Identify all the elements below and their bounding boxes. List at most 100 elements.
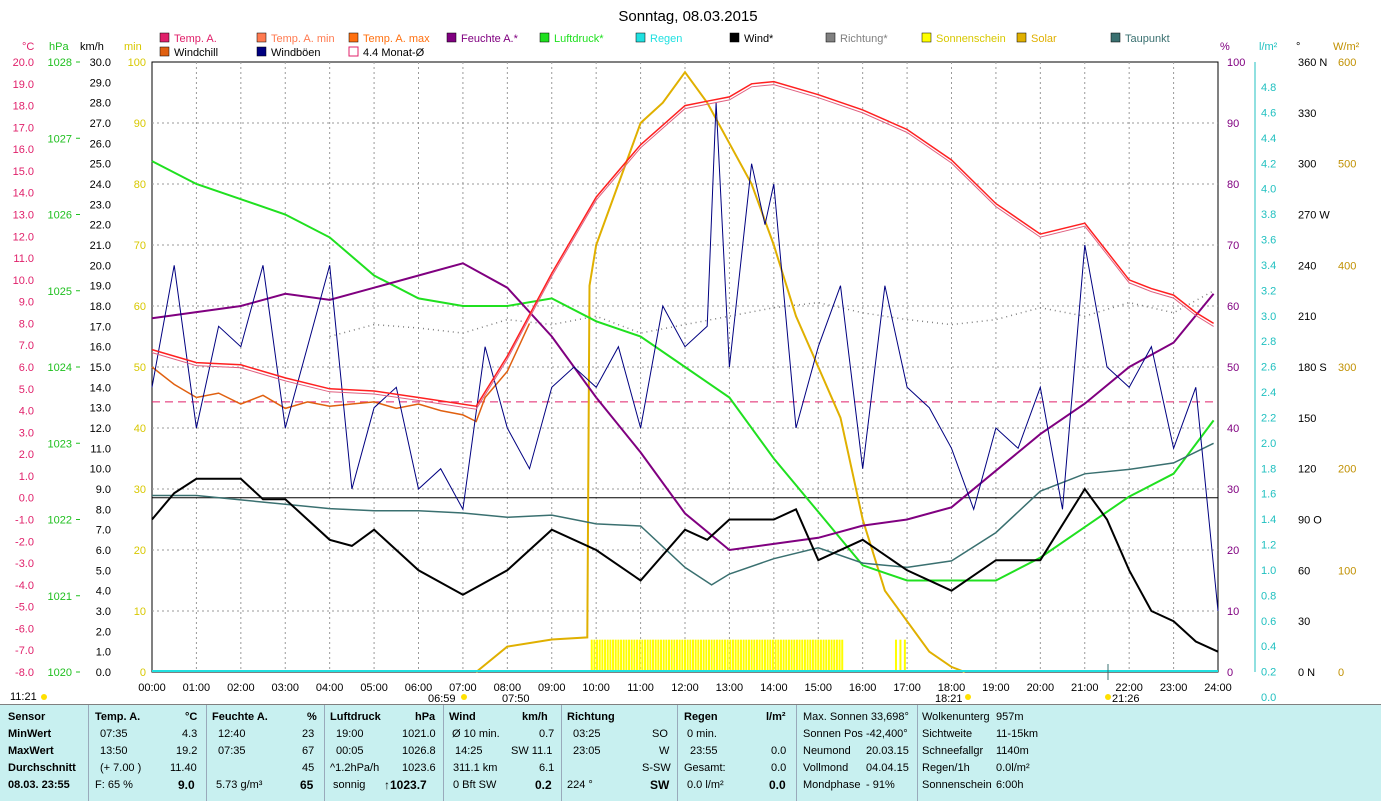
tick-kmh: 13.0 — [90, 403, 111, 415]
tick-kmh: 16.0 — [90, 342, 111, 354]
tick-kmh: 5.0 — [96, 565, 111, 577]
astro-label: Vollmond — [803, 762, 849, 774]
tick-deg: 210 — [1298, 311, 1316, 323]
tick-temp: 17.0 — [13, 122, 34, 134]
misc-label: Wolkenunterg — [922, 711, 990, 723]
tick-deg: 30 — [1298, 616, 1310, 628]
humidity-now-value: 65 — [300, 778, 314, 792]
series-windchill — [151, 323, 531, 423]
tick-pct: 0 — [1227, 667, 1233, 679]
tick-temp: 16.0 — [13, 144, 34, 156]
legend-label: Windchill — [174, 47, 218, 59]
legend-label: Temp. A. — [174, 33, 217, 45]
legend-swatch — [348, 46, 359, 57]
tick-temp: 2.0 — [19, 449, 34, 461]
wind-avg10-label: Ø 10 min. — [452, 728, 500, 740]
temp-now-humidity: F: 65 % — [95, 779, 133, 791]
statistics-panel: Sensor MinWert MaxWert Durchschnitt 08.0… — [0, 704, 1381, 801]
temp-max-value: 19.2 — [176, 745, 198, 757]
tick-wm2: 500 — [1338, 159, 1356, 171]
tick-rain: 0.8 — [1261, 590, 1276, 602]
tick-rain: 1.6 — [1261, 489, 1276, 501]
tick-time: 04:00 — [316, 682, 344, 694]
tick-deg: 90 O — [1298, 515, 1322, 527]
legend-label: Temp. A. max — [363, 33, 430, 45]
wind-max-value: SW 11.1 — [511, 745, 553, 757]
misc-value: 11-15km — [996, 728, 1038, 740]
tick-hpa: 1028 — [48, 57, 72, 69]
tick-temp: 19.0 — [13, 79, 34, 91]
tick-rain: 4.6 — [1261, 107, 1276, 119]
axis-header-wm2: W/m² — [1333, 41, 1360, 53]
axis-header-min: min — [124, 41, 142, 53]
tick-time: 14:00 — [760, 682, 788, 694]
tick-deg: 330 — [1298, 108, 1316, 120]
tick-kmh: 0.0 — [96, 667, 111, 679]
tick-pct: 40 — [1227, 423, 1239, 435]
tick-pct: 70 — [1227, 240, 1239, 252]
tick-deg: 180 S — [1298, 362, 1327, 374]
misc-value: 957m — [996, 711, 1024, 723]
tick-pct: 90 — [1227, 118, 1239, 130]
pressure-unit: hPa — [415, 711, 436, 723]
row-max-label: MaxWert — [8, 745, 54, 757]
rain-header: Regen — [684, 711, 718, 723]
tick-hpa: 1023 — [48, 438, 72, 450]
humidity-now-abs: 5.73 g/m³ — [216, 779, 263, 791]
tick-min: 80 — [134, 179, 146, 191]
legend-label: Windböen — [271, 47, 321, 59]
tick-temp: -7.0 — [15, 645, 34, 657]
tick-time: 18:00 — [938, 682, 966, 694]
humidity-max-time: 07:35 — [218, 745, 246, 757]
direction-degrees: 224 ° — [567, 779, 593, 791]
wind-max-time: 14:25 — [455, 745, 483, 757]
tick-min: 50 — [134, 362, 146, 374]
tick-rain: 3.4 — [1261, 260, 1276, 272]
tick-time: 05:00 — [360, 682, 388, 694]
rain-r2-value: 0.0 — [771, 745, 787, 757]
rain-unit: l/m² — [766, 711, 786, 723]
tick-deg: 270 W — [1298, 210, 1330, 222]
legend-swatch — [539, 32, 550, 43]
tick-min: 10 — [134, 606, 146, 618]
tick-kmh: 26.0 — [90, 138, 111, 150]
tick-time: 24:00 — [1204, 682, 1232, 694]
direction-r1-value: SO — [652, 728, 668, 740]
misc-value: 0.0l/m² — [996, 762, 1030, 774]
tick-min: 40 — [134, 423, 146, 435]
axis-header-deg: ° — [1296, 41, 1300, 53]
tick-time: 22:00 — [1115, 682, 1143, 694]
tick-time: 08:00 — [494, 682, 522, 694]
axis-header-pct: % — [1220, 41, 1230, 53]
misc-label: Schneefallgr — [922, 745, 984, 757]
legend-label: Solar — [1031, 33, 1057, 45]
pressure-max-value: 1026.8 — [402, 745, 436, 757]
tick-min: 60 — [134, 301, 146, 313]
tick-temp: 15.0 — [13, 166, 34, 178]
tick-rain: 2.4 — [1261, 387, 1276, 399]
tick-temp: -4.0 — [15, 580, 34, 592]
wind-avg-value: 6.1 — [539, 762, 555, 774]
legend-swatch — [635, 32, 646, 43]
tick-min: 0 — [140, 667, 146, 679]
tick-kmh: 2.0 — [96, 626, 111, 638]
tick-wm2: 100 — [1338, 565, 1356, 577]
direction-r1-time: 03:25 — [573, 728, 601, 740]
wind-distance: 311.1 km — [453, 762, 498, 774]
tick-wm2: 400 — [1338, 260, 1356, 272]
legend-swatch — [159, 32, 170, 43]
rain-time: 23:55 — [690, 745, 718, 757]
tick-time: 19:00 — [982, 682, 1010, 694]
temp-min-time: 07:35 — [100, 728, 128, 740]
tick-rain: 2.0 — [1261, 438, 1276, 450]
series-solar — [475, 70, 966, 673]
tick-deg: 360 N — [1298, 57, 1327, 69]
temp-max-time: 13:50 — [100, 745, 128, 757]
humidity-min-time: 12:40 — [218, 728, 246, 740]
tick-temp: -2.0 — [15, 536, 34, 548]
tick-rain: 4.0 — [1261, 184, 1276, 196]
pressure-now-value: ↑1023.7 — [384, 778, 427, 792]
wind-unit: km/h — [522, 711, 548, 723]
tick-kmh: 25.0 — [90, 159, 111, 171]
tick-rain: 1.8 — [1261, 463, 1276, 475]
